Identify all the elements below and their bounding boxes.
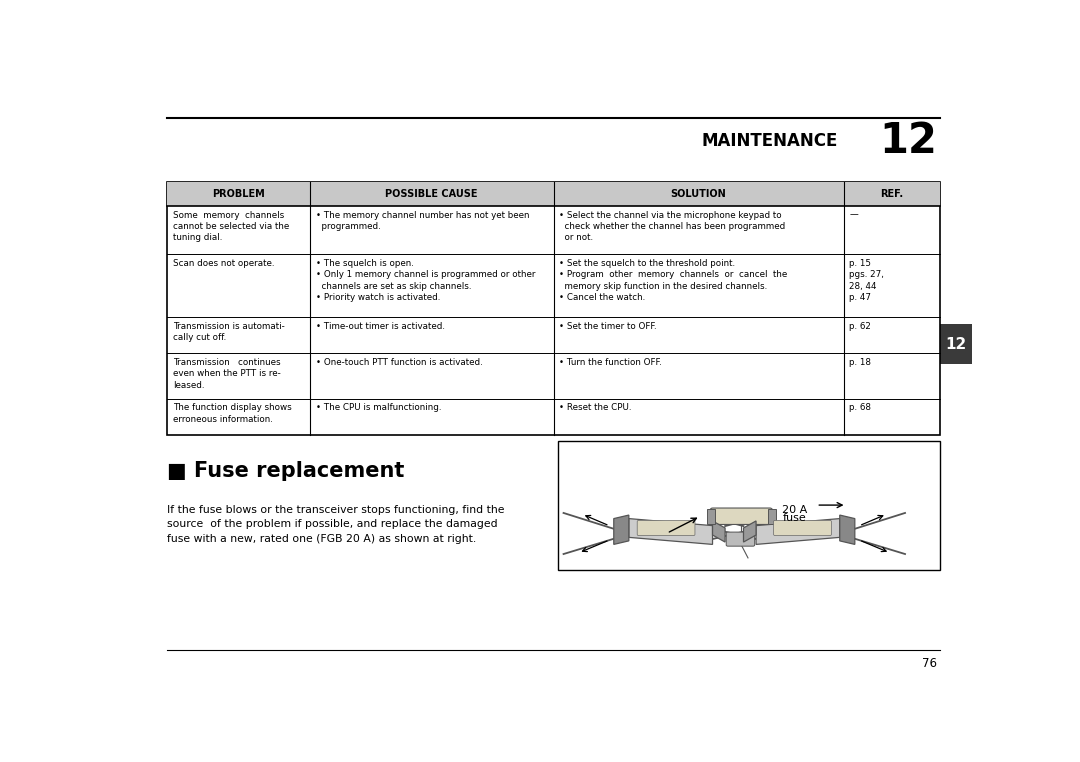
Text: Transmission   continues
even when the PTT is re-
leased.: Transmission continues even when the PTT… — [173, 358, 281, 389]
Text: The function display shows
erroneous information.: The function display shows erroneous inf… — [173, 403, 292, 424]
Text: • Set the squelch to the threshold point.
• Program  other  memory  channels  or: • Set the squelch to the threshold point… — [559, 259, 787, 303]
Text: REF.: REF. — [880, 189, 903, 199]
Bar — [557, 440, 941, 570]
Text: • The CPU is malfunctioning.: • The CPU is malfunctioning. — [315, 403, 442, 412]
FancyBboxPatch shape — [711, 508, 772, 524]
Text: SOLUTION: SOLUTION — [671, 189, 727, 199]
Text: • Set the timer to OFF.: • Set the timer to OFF. — [559, 322, 657, 331]
Bar — [166, 182, 941, 434]
Bar — [768, 508, 775, 523]
Text: If the fuse blows or the transceiver stops functioning, find the
source  of the : If the fuse blows or the transceiver sto… — [166, 505, 504, 544]
Text: p. 62: p. 62 — [849, 322, 872, 331]
FancyBboxPatch shape — [726, 532, 755, 546]
Text: p. 15
pgs. 27,
28, 44
p. 47: p. 15 pgs. 27, 28, 44 p. 47 — [849, 259, 885, 303]
Text: Scan does not operate.: Scan does not operate. — [173, 259, 274, 268]
FancyBboxPatch shape — [773, 520, 832, 536]
Polygon shape — [629, 519, 713, 544]
Text: • Time-out timer is activated.: • Time-out timer is activated. — [315, 322, 445, 331]
Bar — [166, 182, 941, 206]
Text: • Turn the function OFF.: • Turn the function OFF. — [559, 358, 662, 367]
Text: • One-touch PTT function is activated.: • One-touch PTT function is activated. — [315, 358, 483, 367]
Text: Some  memory  channels
cannot be selected via the
tuning dial.: Some memory channels cannot be selected … — [173, 210, 289, 242]
Text: 76: 76 — [922, 657, 936, 670]
Polygon shape — [743, 521, 756, 542]
Text: p. 18: p. 18 — [849, 358, 872, 367]
Text: p. 68: p. 68 — [849, 403, 872, 412]
Text: —: — — [849, 210, 859, 219]
Text: POSSIBLE CAUSE: POSSIBLE CAUSE — [386, 189, 478, 199]
Text: 20 A: 20 A — [782, 505, 808, 515]
Bar — [941, 325, 972, 364]
Text: • The memory channel number has not yet been
  programmed.: • The memory channel number has not yet … — [315, 210, 529, 231]
Bar — [707, 508, 715, 523]
Text: • The squelch is open.
• Only 1 memory channel is programmed or other
  channels: • The squelch is open. • Only 1 memory c… — [315, 259, 536, 303]
Text: • Reset the CPU.: • Reset the CPU. — [559, 403, 632, 412]
FancyBboxPatch shape — [637, 520, 694, 536]
Text: fuse: fuse — [782, 513, 806, 523]
Text: ■ Fuse replacement: ■ Fuse replacement — [166, 461, 404, 481]
Text: 12: 12 — [879, 120, 936, 162]
Polygon shape — [613, 515, 629, 544]
Text: Transmission is automati-
cally cut off.: Transmission is automati- cally cut off. — [173, 322, 284, 342]
Polygon shape — [756, 519, 840, 544]
Text: MAINTENANCE: MAINTENANCE — [702, 133, 838, 150]
Text: • Select the channel via the microphone keypad to
  check whether the channel ha: • Select the channel via the microphone … — [559, 210, 785, 242]
Text: PROBLEM: PROBLEM — [212, 189, 265, 199]
Text: 12: 12 — [945, 337, 967, 352]
Polygon shape — [713, 521, 725, 542]
Polygon shape — [840, 515, 855, 544]
